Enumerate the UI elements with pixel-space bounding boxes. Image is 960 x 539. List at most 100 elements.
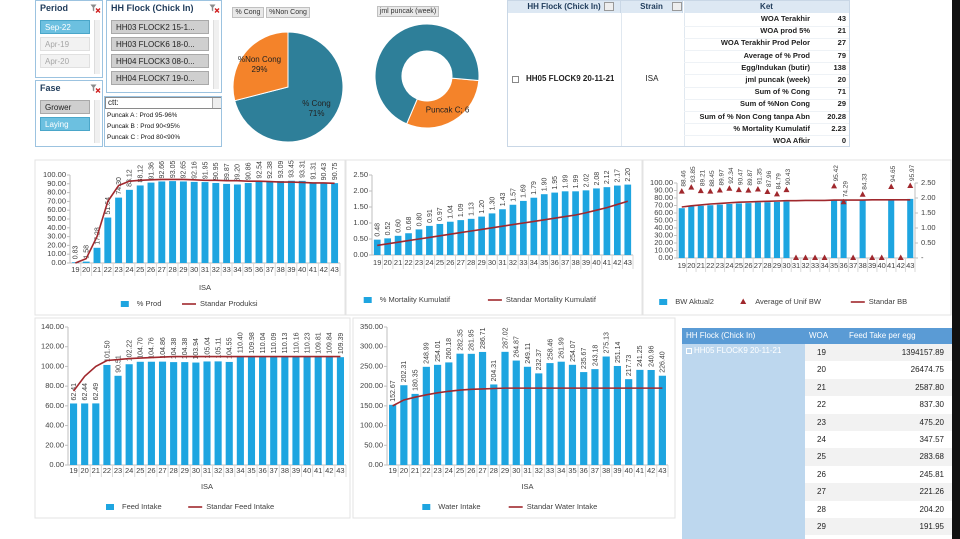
bar (422, 366, 430, 465)
slicer-item[interactable]: Laying (40, 117, 90, 131)
ket-label: Egg/Indukan (butir) (741, 62, 810, 72)
data-label: 1.99 (573, 175, 580, 189)
woa-cell: 21 (805, 378, 845, 397)
y-tick-label: 50.00 (47, 214, 66, 223)
x-tick-label: 35 (244, 265, 252, 274)
legend-swatch (659, 299, 668, 305)
row-line (684, 86, 849, 88)
bar (557, 361, 565, 465)
data-label: 92.66 (159, 161, 166, 179)
feed-cell: 191.95 (845, 518, 952, 536)
slicer-item[interactable]: Apr-20 (40, 54, 90, 68)
bar (688, 206, 695, 258)
slicer-item[interactable]: HH04 FLOCK7 19-0... (111, 71, 209, 85)
x-tick-label: 37 (270, 466, 278, 475)
data-label: 89.87 (224, 163, 231, 181)
data-label: 93.85 (690, 166, 697, 183)
bar (223, 183, 231, 263)
legend-button[interactable]: %Non Cong (266, 7, 310, 18)
slicer: Fase Grower Laying (35, 80, 103, 147)
funnel (209, 4, 216, 12)
y-tick-label: 1.50 (353, 202, 368, 211)
line (72, 355, 341, 392)
x-tick-label: 42 (647, 466, 655, 475)
bar (551, 192, 559, 255)
bar (192, 362, 200, 465)
dropdown[interactable]: ctt: (105, 97, 221, 109)
pie-slice (232, 31, 289, 102)
triangle-marker (754, 185, 761, 192)
chart-title-button[interactable]: jml puncak (week) (377, 6, 439, 17)
x-tick-label: 21 (394, 258, 402, 267)
data-label: 232.37 (536, 349, 543, 371)
woa-cell: 22 (805, 396, 845, 414)
pivot-col (621, 13, 622, 146)
x-tick-label: 32 (509, 258, 517, 267)
slicer-item[interactable]: Grower (40, 100, 90, 114)
slicer-item[interactable]: HH03 FLOCK6 18-0... (111, 37, 209, 51)
clear-x (95, 8, 101, 13)
bar (400, 385, 408, 465)
bar (783, 201, 790, 258)
y-tick-label: 80.00 (654, 193, 673, 202)
slicer-item[interactable]: HH04 FLOCK3 08-0... (111, 54, 209, 68)
data-label: 83.12 (127, 169, 134, 187)
slicer-item[interactable]: Apr-19 (40, 37, 90, 51)
data-label: 90.51 (115, 355, 122, 373)
data-label: 62.41 (71, 383, 78, 401)
bar (93, 247, 101, 263)
data-label: 89.21 (700, 169, 707, 186)
legend-swatch (106, 504, 114, 510)
clear-filter-icon[interactable] (209, 4, 220, 14)
data-label: 1.04 (448, 205, 455, 219)
legend-button[interactable]: % Cong (232, 7, 264, 18)
x-tick-label: 27 (158, 466, 166, 475)
slicer-item[interactable]: Sep-22 (40, 20, 90, 34)
data-label: 1.09 (458, 203, 465, 217)
x-tick-label: 33 (225, 466, 233, 475)
data-label: 249.11 (525, 343, 532, 364)
bar (697, 205, 704, 258)
x-tick-label: 28 (490, 466, 498, 475)
legend-swatch (363, 297, 372, 303)
bar (104, 217, 112, 263)
row-line (684, 74, 849, 76)
data-label: 88.46 (680, 170, 687, 187)
woa-cell: 26 (805, 465, 845, 484)
bar (136, 185, 144, 263)
data-label: 110.13 (282, 332, 289, 353)
x-tick-label: 34 (820, 261, 828, 270)
woa-cell: 27 (805, 483, 845, 501)
legend-label: Water Intake (438, 502, 480, 511)
data-label: 92.16 (192, 161, 199, 179)
filter-button[interactable] (672, 2, 682, 11)
woa-cell: 28 (805, 500, 845, 518)
data-label: 109.84 (327, 332, 334, 354)
row-line (684, 135, 849, 137)
bar (602, 356, 610, 465)
legend-label: Standar Produksi (200, 299, 258, 308)
x-tick-label: 20 (81, 466, 89, 475)
clear-filter-icon[interactable] (90, 84, 101, 94)
data-label: 287.02 (502, 327, 509, 349)
y-tick-label: 90.00 (654, 185, 673, 194)
data-label: 110.16 (293, 332, 300, 353)
data-label: 62.49 (93, 383, 100, 401)
x-axis-title: ISA (521, 482, 533, 491)
bar (658, 375, 666, 465)
expand-box[interactable] (686, 348, 692, 354)
data-label: 104.38 (182, 338, 189, 360)
clear-filter-icon[interactable] (90, 4, 101, 14)
x-tick-label: 38 (276, 265, 284, 274)
bar (457, 220, 465, 255)
expand-box[interactable] (512, 76, 519, 83)
x-tick-label: 25 (436, 258, 444, 267)
filter-button[interactable] (604, 2, 614, 11)
pie-slice (406, 77, 480, 129)
y-tick-label: 350.00 (360, 322, 383, 331)
slicer-item[interactable]: HH03 FLOCK2 15-1... (111, 20, 209, 34)
feed-cell: 283.68 (845, 448, 952, 466)
bar (593, 188, 600, 255)
x-tick-label: 20 (383, 258, 391, 267)
woa-cell: 30 (805, 535, 845, 539)
